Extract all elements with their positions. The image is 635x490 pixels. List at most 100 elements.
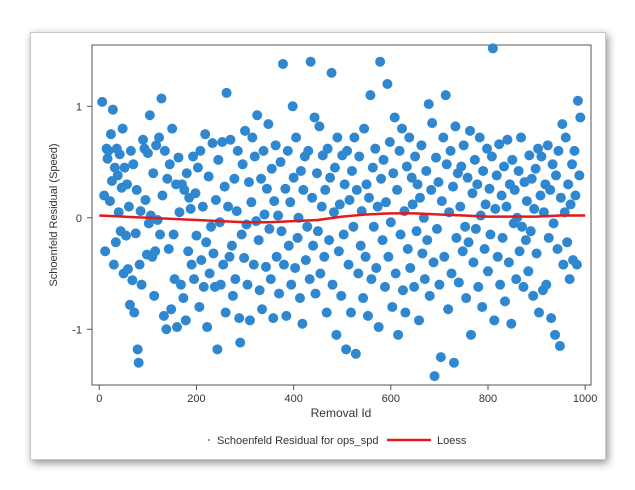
data-point	[529, 203, 540, 214]
y-tick-label: -1	[72, 324, 82, 336]
data-point	[210, 194, 221, 205]
data-point	[274, 288, 285, 299]
data-point	[278, 259, 289, 270]
data-point	[495, 279, 506, 290]
data-point	[368, 221, 379, 232]
data-point	[242, 279, 253, 290]
data-point	[557, 119, 568, 130]
data-point	[256, 173, 267, 184]
data-point	[502, 134, 513, 145]
data-point	[572, 95, 583, 106]
data-point	[463, 237, 474, 248]
data-point	[560, 132, 571, 143]
data-point	[389, 112, 400, 123]
data-point	[490, 203, 501, 214]
legend: Schoenfeld Residual for ops_spd Loess	[208, 435, 467, 447]
data-point	[548, 218, 559, 229]
data-point	[276, 226, 287, 237]
data-point	[215, 279, 226, 290]
data-point	[253, 235, 264, 246]
data-point	[525, 226, 536, 237]
data-point	[400, 307, 411, 318]
data-point	[520, 235, 531, 246]
data-point	[302, 221, 313, 232]
data-point	[574, 170, 585, 181]
data-point	[338, 229, 349, 240]
data-point	[266, 163, 277, 174]
data-point	[280, 183, 291, 194]
data-point	[127, 275, 138, 286]
data-point	[413, 315, 424, 326]
data-point	[380, 197, 391, 208]
data-point	[119, 162, 130, 173]
data-point	[416, 140, 427, 151]
data-point	[509, 184, 520, 195]
data-point	[531, 248, 542, 259]
data-point	[358, 293, 369, 304]
data-point	[190, 188, 201, 199]
data-point	[308, 240, 319, 251]
data-point	[423, 99, 434, 110]
data-point	[178, 293, 189, 304]
data-point	[246, 197, 257, 208]
data-point	[477, 301, 488, 312]
data-point	[414, 192, 425, 203]
data-point	[162, 173, 173, 184]
data-point	[393, 329, 404, 340]
data-point	[225, 134, 236, 145]
data-point	[570, 190, 581, 201]
data-point	[524, 150, 535, 161]
data-point	[97, 96, 108, 107]
data-point	[151, 140, 162, 151]
data-point	[491, 170, 502, 181]
data-point	[482, 266, 493, 277]
data-point	[361, 179, 372, 190]
data-point	[152, 215, 163, 226]
data-point	[109, 162, 120, 173]
data-point	[203, 171, 214, 182]
legend-label-points: Schoenfeld Residual for ops_spd	[217, 435, 378, 447]
data-point	[328, 207, 339, 218]
data-point	[265, 274, 276, 285]
data-point	[390, 268, 401, 279]
data-point	[166, 304, 177, 315]
data-point	[269, 196, 280, 207]
data-point	[351, 184, 362, 195]
data-point	[554, 340, 565, 351]
data-point	[291, 132, 302, 143]
data-point	[339, 179, 350, 190]
points-layer	[97, 43, 586, 382]
data-point	[140, 194, 151, 205]
data-point	[297, 318, 308, 329]
data-point	[467, 188, 478, 199]
data-point	[121, 179, 132, 190]
loess-line	[99, 212, 586, 224]
data-point	[300, 255, 311, 266]
data-point	[446, 268, 457, 279]
data-point	[181, 168, 192, 179]
data-point	[290, 262, 301, 273]
x-tick-label: 800	[479, 393, 497, 405]
data-point	[130, 228, 141, 239]
data-point	[484, 183, 495, 194]
data-point	[298, 184, 309, 195]
data-point	[431, 223, 442, 234]
data-point	[218, 259, 229, 270]
data-point	[543, 232, 554, 243]
data-point	[550, 329, 561, 340]
data-point	[472, 179, 483, 190]
data-point	[465, 329, 476, 340]
data-point	[294, 293, 305, 304]
data-point	[499, 161, 510, 172]
data-point	[212, 344, 223, 355]
data-point	[264, 223, 275, 234]
data-point	[439, 251, 450, 262]
data-point	[453, 277, 464, 288]
data-point	[143, 218, 154, 229]
data-point	[229, 173, 240, 184]
data-point	[341, 344, 352, 355]
data-point	[376, 173, 387, 184]
data-point	[286, 279, 297, 290]
data-point	[382, 79, 393, 90]
data-point	[100, 246, 111, 257]
